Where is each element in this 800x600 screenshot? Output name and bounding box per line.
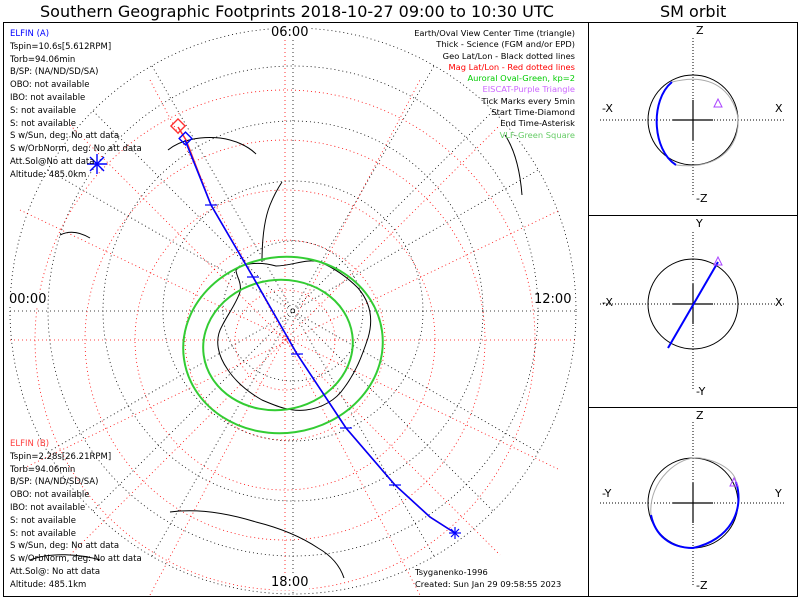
probe-a-line: Att.Sol@No att data: [10, 156, 95, 167]
probe-a-name: ELFIN (A): [10, 29, 50, 39]
legend-item: VLF-Green Square: [499, 129, 575, 140]
start-diamond-a: [178, 131, 193, 146]
track-elfin-a: [184, 139, 456, 534]
legend-item: End Time-Asterisk: [500, 118, 575, 129]
sm-panel-3: [600, 422, 786, 585]
sm3-top-label: Z: [696, 409, 704, 422]
sm-panel-2: [600, 232, 786, 390]
probe-b-line: S w/OrbNorm, deg: No att data: [10, 554, 142, 565]
clock-label-right: 12:00: [533, 292, 573, 307]
probe-a-line: Altitude: 485.0km: [10, 169, 87, 180]
created-timestamp: Created: Sun Jan 29 09:58:55 2023: [415, 579, 562, 589]
map-title: Southern Geographic Footprints 2018-10-2…: [40, 2, 554, 21]
legend-item: Auroral Oval-Green, kp=2: [467, 73, 575, 84]
legend-item: Earth/Oval View Center Time (triangle): [414, 28, 575, 38]
probe-b-line: Att.Sol@: No att data: [10, 566, 101, 577]
probe-b-line: Tspin=2.28s[26.21RPM]: [10, 451, 112, 462]
probe-a-line: OBO: not available: [10, 80, 90, 91]
legend-item: Thick - Science (FGM and/or EPD): [436, 39, 575, 50]
map-legend: Earth/Oval View Center Time (triangle) Th…: [414, 28, 575, 141]
sm2-bottom-label: -Y: [696, 385, 706, 398]
sm-orbit-title: SM orbit: [660, 2, 727, 21]
geo-grid: [9, 27, 577, 595]
probe-b-name: ELFIN (B): [10, 439, 50, 449]
sm1-top-label: Z: [696, 24, 704, 37]
track-tick-marks: [205, 204, 401, 486]
sm2-left-label: -X: [602, 296, 613, 309]
probe-a-line: B/SP: (NA/ND/SD/SA): [10, 67, 99, 78]
sm1-right-label: X: [775, 102, 783, 115]
sm1-bottom-label: -Z: [696, 192, 708, 205]
probe-b-line: S: not available: [10, 515, 76, 526]
sm3-right-label: Y: [775, 487, 782, 500]
legend-item: EISCAT-Purple Triangle: [482, 84, 575, 95]
clock-label-left: 00:00: [8, 292, 48, 307]
sm3-left-label: -Y: [602, 487, 612, 500]
probe-a-info: ELFIN (A) Tspin=10.6s[5.612RPM] Torb=94.…: [10, 28, 142, 182]
probe-b-line: Altitude: 485.1km: [10, 579, 87, 590]
sm-orbit-panel-yz: [588, 407, 798, 597]
probe-a-line: IBO: not available: [10, 92, 86, 103]
model-label: Tsyganenko-1996: [415, 567, 488, 577]
auroral-oval: [182, 255, 384, 435]
probe-a-line: Tspin=10.6s[5.612RPM]: [10, 41, 112, 52]
probe-a-line: S: not available: [10, 105, 76, 116]
probe-a-line: S: not available: [10, 118, 76, 129]
probe-b-line: OBO: not available: [10, 490, 90, 501]
legend-item: Tick Marks every 5min: [481, 95, 575, 106]
probe-b-line: B/SP: (NA/ND/SD/SA): [10, 477, 99, 488]
sm2-top-label: Y: [696, 217, 703, 230]
probe-b-line: Torb=94.06min: [10, 464, 76, 475]
probe-b-line: S w/Sun, deg: No att data: [10, 541, 120, 552]
sm2-right-label: X: [775, 296, 783, 309]
start-diamond-b: [169, 117, 187, 135]
legend-item: Geo Lat/Lon - Black dotted lines: [442, 50, 575, 61]
sm3-bottom-label: -Z: [696, 579, 708, 592]
probe-a-line: Torb=94.06min: [10, 54, 76, 65]
sm-panel-1: [600, 38, 786, 196]
probe-a-line: S w/OrbNorm, deg: No att data: [10, 144, 142, 155]
probe-b-info: ELFIN (B) Tspin=2.28s[26.21RPM] Torb=94.…: [10, 438, 142, 592]
sm1-left-label: -X: [602, 102, 613, 115]
legend-item: Start Time-Diamond: [491, 107, 575, 118]
probe-a-line: S w/Sun, deg: No att data: [10, 131, 120, 142]
polar-map-layer: [9, 27, 577, 596]
probe-b-line: IBO: not available: [10, 502, 86, 513]
legend-item: Mag Lat/Lon - Red dotted lines: [448, 61, 575, 72]
view-center-asterisk: [87, 154, 107, 174]
clock-label-bottom: 18:00: [270, 575, 310, 590]
probe-b-line: S: not available: [10, 528, 76, 539]
end-asterisk-a: [449, 527, 461, 539]
clock-label-top: 06:00: [270, 25, 310, 40]
